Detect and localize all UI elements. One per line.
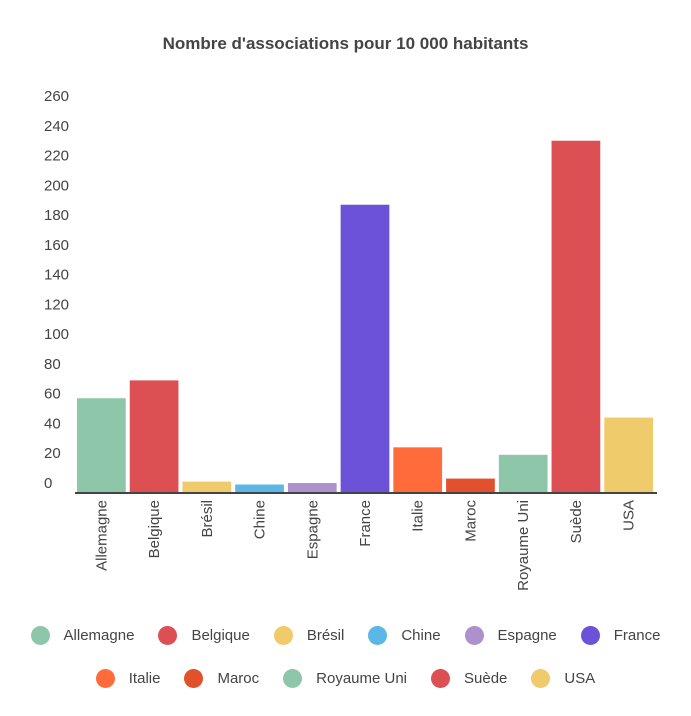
x-tick-label: Maroc <box>462 500 479 542</box>
y-tick-label: 200 <box>44 177 69 194</box>
x-tick-label: USA <box>621 500 638 531</box>
x-tick-label: Royaume Uni <box>515 500 532 591</box>
legend-swatch <box>184 669 204 688</box>
legend-label: Maroc <box>217 670 260 687</box>
bar-belgique[interactable] <box>129 380 179 492</box>
x-tick-label: Belgique <box>146 500 163 558</box>
y-tick-label: 260 <box>44 88 69 105</box>
legend-label: Royaume Uni <box>316 670 408 687</box>
legend-label: Belgique <box>191 627 250 644</box>
legend-item[interactable]: Suède <box>431 669 507 688</box>
legend-item[interactable]: Italie <box>95 669 161 688</box>
legend-label: Allemagne <box>63 627 135 644</box>
y-tick-label: 20 <box>44 445 61 462</box>
y-tick-label: 160 <box>44 237 69 254</box>
x-tick-label: Allemagne <box>93 500 110 571</box>
legend-swatch <box>158 626 178 645</box>
bar-royaume-uni[interactable] <box>498 454 548 492</box>
bar-brésil[interactable] <box>182 481 232 492</box>
legend-row-2: Italie Maroc Royaume Uni Suède USA <box>0 669 691 688</box>
legend-swatch <box>273 626 293 645</box>
bar-allemagne[interactable] <box>77 398 126 492</box>
legend-label: France <box>613 627 661 644</box>
y-tick-label: 100 <box>44 326 69 343</box>
legend-item[interactable]: Espagne <box>464 626 557 645</box>
x-tick-label: France <box>357 500 374 547</box>
x-tick-label: Espagne <box>304 500 321 559</box>
legend-swatch <box>464 626 484 645</box>
legend-row-1: Allemagne Belgique Brésil Chine Espagne Franc… <box>0 626 691 645</box>
legend-item[interactable]: Royaume Uni <box>283 669 407 688</box>
y-tick-label: 40 <box>44 415 61 432</box>
legend-label: Chine <box>401 627 441 644</box>
legend-swatch <box>95 669 115 688</box>
y-tick-label: 0 <box>44 475 52 492</box>
legend-item[interactable]: Maroc <box>184 669 259 688</box>
bar-maroc[interactable] <box>446 478 495 492</box>
legend-swatch <box>580 626 600 645</box>
y-tick-label: 240 <box>44 118 69 135</box>
x-tick-label: Italie <box>410 500 427 532</box>
y-tick-label: 120 <box>44 296 69 313</box>
legend-item[interactable]: Chine <box>368 626 441 645</box>
legend-swatch <box>30 626 50 645</box>
legend-label: Suède <box>464 670 508 687</box>
legend-item[interactable]: USA <box>531 669 595 688</box>
legend-item[interactable]: Allemagne <box>30 626 135 645</box>
legend-label: Espagne <box>497 627 557 644</box>
legend-label: Italie <box>128 670 161 687</box>
legend-swatch <box>531 669 551 688</box>
bar-chine[interactable] <box>235 484 284 492</box>
y-tick-label: 140 <box>44 267 69 284</box>
legend-label: USA <box>564 670 596 687</box>
legend-label: Brésil <box>306 627 345 644</box>
x-tick-label: Brésil <box>199 500 216 538</box>
bar-usa[interactable] <box>604 417 653 492</box>
bar-espagne[interactable] <box>287 483 337 492</box>
legend-item[interactable]: France <box>580 626 661 645</box>
chart-title: Nombre d'associations pour 10 000 habita… <box>162 34 529 53</box>
legend-item[interactable]: Belgique <box>158 626 250 645</box>
legend-swatch <box>368 626 388 645</box>
y-tick-label: 220 <box>44 148 69 165</box>
legend-item[interactable]: Brésil <box>273 626 345 645</box>
bar-italie[interactable] <box>393 447 443 492</box>
x-tick-label: Suède <box>568 500 585 543</box>
y-tick-label: 180 <box>44 207 69 224</box>
bar-france[interactable] <box>340 204 390 492</box>
bar-suède[interactable] <box>551 140 601 492</box>
legend-swatch <box>283 669 303 688</box>
x-tick-label: Chine <box>252 500 269 539</box>
legend-swatch <box>431 669 451 688</box>
y-tick-label: 80 <box>44 356 61 373</box>
y-tick-label: 60 <box>44 386 61 403</box>
